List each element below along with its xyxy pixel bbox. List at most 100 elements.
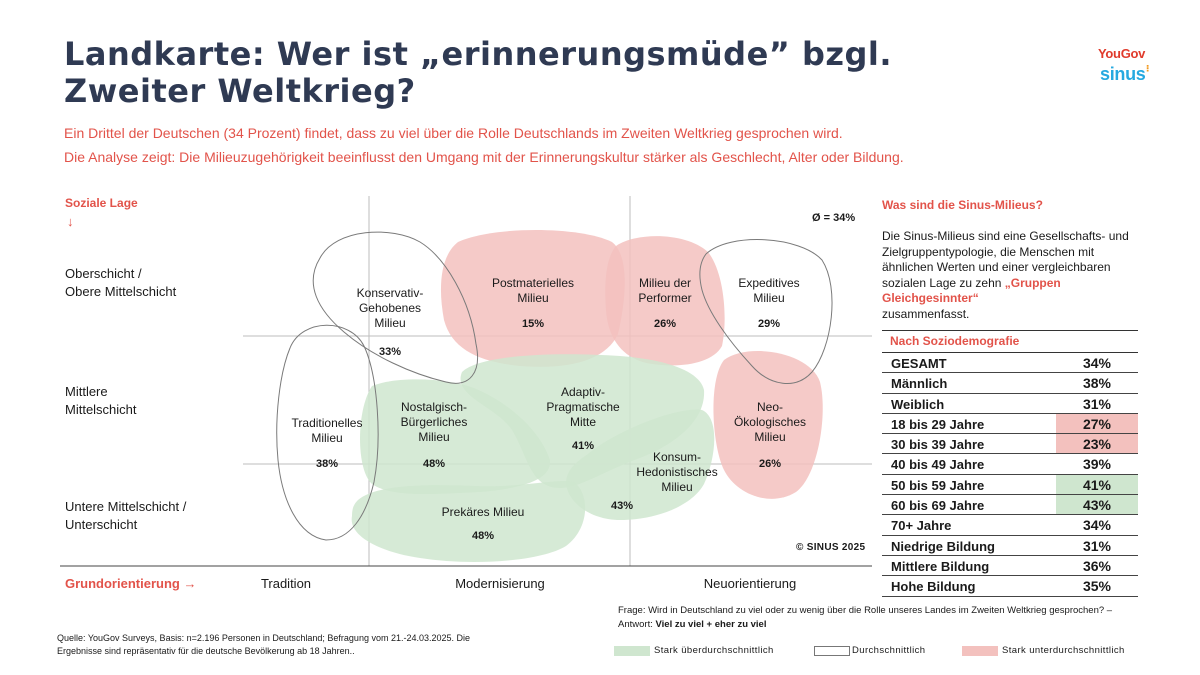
table-row: GESAMT 34% (882, 353, 1138, 374)
milieu-label-4: Traditionelles Milieu (291, 416, 363, 445)
row-label: Mittlere Bildung (891, 558, 990, 574)
milieu-label-2: Milieu der Performer (638, 276, 692, 305)
source-note: Quelle: YouGov Surveys, Basis: n=2.196 P… (57, 633, 471, 656)
subtitle-line-2: Die Analyse zeigt: Die Milieuzugehörigke… (64, 149, 904, 165)
legend-swatch-below (962, 646, 998, 656)
average-label: Ø = 34% (812, 212, 856, 224)
table-row: Mittlere Bildung 36% (882, 556, 1138, 577)
row-label: Männlich (891, 376, 948, 392)
table-row: 50 bis 59 Jahre 41% (882, 474, 1138, 496)
row-value: 35% (1082, 578, 1112, 595)
milieu-value-5: 48% (422, 458, 446, 470)
milieu-label-8: Konsum- Hedonistisches Milieu (636, 450, 718, 494)
table-row: 40 bis 49 Jahre 39% (882, 454, 1138, 475)
milieu-shape-8 (566, 409, 715, 520)
demographics-divider (882, 352, 1138, 353)
demographics-table: GESAMT 34% Männlich 38% Weiblich 31% 18 bis 29… (882, 353, 1138, 597)
legend-swatch-above (614, 646, 650, 656)
y-category-1: Mittlere Mittelschicht (65, 384, 137, 417)
milieu-label-3: Expeditives Milieu (738, 276, 800, 305)
y-axis-arrow-icon: ↓ (67, 214, 74, 229)
table-row: 18 bis 29 Jahre 27% (882, 413, 1138, 435)
milieu-shape-7 (713, 351, 823, 499)
row-label: 60 bis 69 Jahre (891, 498, 985, 514)
milieu-shape-0 (312, 231, 478, 384)
y-category-0: Oberschicht / Obere Mittelschicht (65, 266, 177, 299)
row-label: GESAMT (891, 356, 947, 371)
question-body: Frage: Wird in Deutschland zu viel oder … (618, 605, 1113, 630)
milieu-label-1: Postmaterielles Milieu (491, 276, 575, 305)
y-category-2: Untere Mittelschicht / Unterschicht (65, 499, 187, 532)
milieu-shape-4 (276, 324, 379, 541)
legend-label-above: Stark überdurchschnittlich (654, 645, 774, 656)
sinus-logo: sinus⠇ (1100, 64, 1153, 85)
row-label: Hohe Bildung (891, 579, 976, 595)
row-value: 31% (1082, 395, 1112, 412)
row-label: 70+ Jahre (891, 518, 952, 534)
milieu-shape-2 (605, 236, 725, 366)
x-category-0: Tradition (260, 576, 312, 591)
x-axis-title: Grundorientierung → (65, 576, 197, 591)
yougov-logo: YouGov (1098, 46, 1146, 61)
sidebar-text: Die Sinus-Milieus sind eine Gesellschaft… (882, 229, 1129, 290)
sidebar-title: Was sind die Sinus-Milieus? (882, 198, 1043, 212)
milieu-label-6: Adaptiv- Pragmatische Mitte (546, 385, 620, 429)
milieu-value-2: 26% (653, 318, 677, 330)
milieu-label-7: Neo- Ökologisches Milieu (733, 400, 807, 444)
sidebar-text-highlight: „Gruppen Gleichgesinnter“ (882, 275, 1061, 306)
row-value: 34% (1082, 355, 1112, 371)
row-value: 41% (1056, 474, 1138, 494)
milieu-value-9: 48% (471, 530, 495, 542)
subtitle-line-1: Ein Drittel der Deutschen (34 Prozent) f… (64, 125, 843, 141)
milieu-value-0: 33% (378, 346, 402, 358)
demographics-title: Nach Soziodemografie (890, 334, 1020, 348)
row-label: 30 bis 39 Jahre (891, 437, 985, 453)
row-value: 34% (1082, 517, 1112, 534)
milieu-shape-9 (351, 481, 586, 562)
row-label: 50 bis 59 Jahre (891, 477, 985, 493)
milieu-shape-3 (699, 239, 833, 384)
question-text: Frage: Wird in Deutschland zu viel oder … (618, 604, 1138, 632)
row-label: Weiblich (891, 396, 945, 412)
row-value: 36% (1082, 557, 1112, 574)
table-row: Hohe Bildung 35% (882, 576, 1138, 597)
table-row: Männlich 38% (882, 373, 1138, 394)
table-row: Niedrige Bildung 31% (882, 536, 1138, 556)
legend-label-below: Stark unterdurchschnittlich (1002, 645, 1125, 656)
sidebar-text-end: zusammenfasst. (882, 306, 970, 321)
x-category-1: Modernisierung (455, 576, 545, 591)
row-value: 39% (1082, 456, 1112, 473)
table-row: 30 bis 39 Jahre 23% (882, 434, 1138, 455)
row-label: 40 bis 49 Jahre (891, 457, 985, 473)
row-value: 23% (1056, 434, 1138, 454)
question-answer: Viel zu viel + eher zu viel (655, 619, 767, 630)
copyright: © SINUS 2025 (796, 542, 866, 553)
milieu-value-1: 15% (521, 318, 545, 330)
milieu-value-6: 41% (571, 440, 595, 452)
row-value: 27% (1056, 413, 1138, 433)
milieu-label-0: Konservativ- Gehobenes Milieu (356, 286, 424, 330)
sidebar-description: Die Sinus-Milieus sind eine Gesellschaft… (882, 229, 1142, 322)
row-label: 18 bis 29 Jahre (891, 416, 985, 432)
milieu-value-7: 26% (758, 458, 782, 470)
row-value: 43% (1056, 495, 1138, 515)
legend-swatch-average (814, 646, 850, 656)
row-value: 38% (1082, 375, 1112, 392)
sinus-logo-dots-icon: ⠇ (1145, 64, 1153, 74)
milieu-value-3: 29% (757, 318, 781, 330)
table-row: 70+ Jahre 34% (882, 515, 1138, 536)
table-row: 60 bis 69 Jahre 43% (882, 495, 1138, 516)
milieu-value-4: 38% (315, 458, 339, 470)
row-value: 31% (1082, 537, 1112, 554)
milieu-label-9: Prekäres Milieu (441, 505, 525, 519)
x-category-2: Neuorientierung (703, 576, 797, 591)
table-row: Weiblich 31% (882, 394, 1138, 414)
sidebar-divider (882, 330, 1138, 331)
legend-label-average: Durchschnittlich (852, 645, 926, 656)
milieu-label-5: Nostalgisch- Bürgerliches Milieu (400, 400, 468, 444)
sinus-logo-text: sinus (1100, 64, 1146, 84)
page-title: Landkarte: Wer ist „erinnerungsmüde” bzg… (64, 35, 893, 110)
milieu-value-8: 43% (610, 500, 634, 512)
row-label: Niedrige Bildung (891, 538, 995, 554)
